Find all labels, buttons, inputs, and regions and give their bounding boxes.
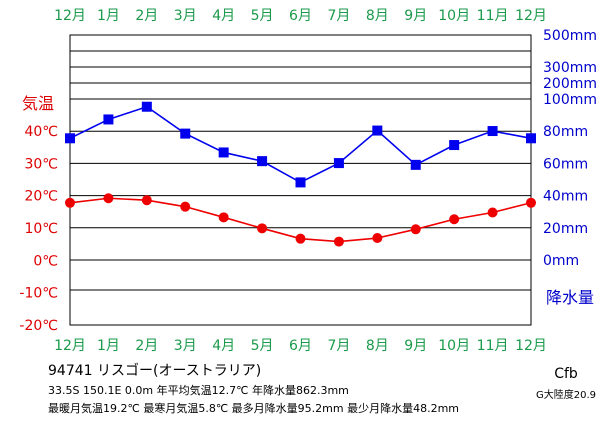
temperature-axis-title: 気温 (22, 94, 54, 113)
station-stats-line1: 33.5S 150.1E 0.0m 年平均気温12.7℃ 年降水量862.3mm (48, 383, 349, 397)
precipitation-point (487, 126, 498, 137)
temperature-point (218, 212, 229, 223)
month-label-top: 12月 (54, 8, 86, 24)
temperature-tick: 20℃ (24, 189, 58, 205)
temperature-point (372, 233, 383, 244)
month-labels-top: 12月 1月 2月 3月 4月 5月 6月 7月 8月 9月 10月 11月 12月 (54, 8, 547, 24)
precipitation-tick: 80mm (543, 124, 588, 140)
month-labels-bottom: 12月 1月 2月 3月 4月 5月 6月 7月 8月 9月 10月 11月 12月 (54, 338, 547, 354)
month-label-bottom: 7月 (327, 338, 350, 354)
temperature-point (526, 197, 536, 208)
month-label-bottom: 10月 (438, 338, 470, 354)
climate-class: Cfb (554, 366, 578, 382)
precipitation-point (410, 159, 421, 170)
station-title: 94741 リスゴー(オーストラリア) (48, 362, 261, 379)
month-label-bottom: 2月 (135, 338, 158, 354)
temperature-point (410, 224, 421, 235)
precipitation-point (449, 140, 460, 151)
temperature-point (103, 193, 114, 204)
precipitation-point (333, 158, 344, 169)
temperature-point (487, 207, 498, 218)
precipitation-axis-title: 降水量 (546, 288, 594, 307)
month-label-bottom: 9月 (404, 338, 427, 354)
month-label-top: 10月 (438, 8, 470, 24)
month-label-top: 2月 (135, 8, 158, 24)
temperature-tick: -20℃ (19, 318, 58, 334)
temperature-tick: 40℃ (24, 124, 58, 140)
temperature-point (65, 197, 75, 208)
precipitation-tick: 200mm (543, 76, 597, 92)
precipitation-tick: 40mm (543, 189, 588, 205)
precipitation-point (257, 156, 268, 167)
temperature-tick: 30℃ (24, 156, 58, 172)
month-label-top: 12月 (515, 8, 547, 24)
precipitation-point (295, 177, 306, 188)
temperature-point (141, 195, 152, 206)
precipitation-point (526, 133, 536, 144)
temperature-point (333, 236, 344, 247)
precipitation-tick: 0mm (543, 253, 579, 269)
temperature-tick: 0℃ (33, 253, 58, 269)
month-label-top: 8月 (366, 8, 389, 24)
temperature-tick: 10℃ (24, 221, 58, 237)
month-label-top: 11月 (477, 8, 509, 24)
temperature-point (449, 214, 460, 225)
precipitation-point (141, 101, 152, 112)
month-label-bottom: 11月 (477, 338, 509, 354)
month-label-top: 4月 (212, 8, 235, 24)
precipitation-tick: 60mm (543, 156, 588, 172)
month-label-bottom: 1月 (97, 338, 120, 354)
precipitation-tick: 20mm (543, 221, 588, 237)
month-label-top: 6月 (289, 8, 312, 24)
temperature-tick: -10℃ (19, 286, 58, 302)
precipitation-point (372, 125, 383, 136)
precipitation-series (65, 101, 536, 188)
month-label-top: 9月 (404, 8, 427, 24)
month-label-bottom: 12月 (54, 338, 86, 354)
month-label-bottom: 4月 (212, 338, 235, 354)
temperature-point (295, 233, 306, 244)
month-label-top: 3月 (174, 8, 197, 24)
precipitation-tick: 100mm (543, 92, 597, 108)
precipitation-tick: 300mm (543, 60, 597, 76)
month-label-top: 5月 (251, 8, 274, 24)
month-label-bottom: 12月 (515, 338, 547, 354)
temperature-tick-labels: 40℃ 30℃ 20℃ 10℃ 0℃ -10℃ -20℃ (19, 124, 58, 334)
month-label-bottom: 6月 (289, 338, 312, 354)
continentality-index: G大陸度20.9 (536, 388, 596, 401)
month-label-top: 7月 (327, 8, 350, 24)
month-label-bottom: 5月 (251, 338, 274, 354)
precipitation-point (103, 114, 114, 125)
precipitation-point (180, 128, 191, 139)
temperature-series (65, 193, 536, 247)
precipitation-point (65, 133, 75, 144)
month-label-bottom: 8月 (366, 338, 389, 354)
temperature-point (257, 223, 268, 234)
station-stats-line2: 最暖月気温19.2℃ 最寒月気温5.8℃ 最多月降水量95.2mm 最少月降水量… (48, 401, 459, 415)
month-label-bottom: 3月 (174, 338, 197, 354)
month-label-top: 1月 (97, 8, 120, 24)
precipitation-tick: 500mm (543, 28, 597, 44)
precipitation-point (218, 147, 229, 158)
temperature-point (180, 201, 191, 212)
